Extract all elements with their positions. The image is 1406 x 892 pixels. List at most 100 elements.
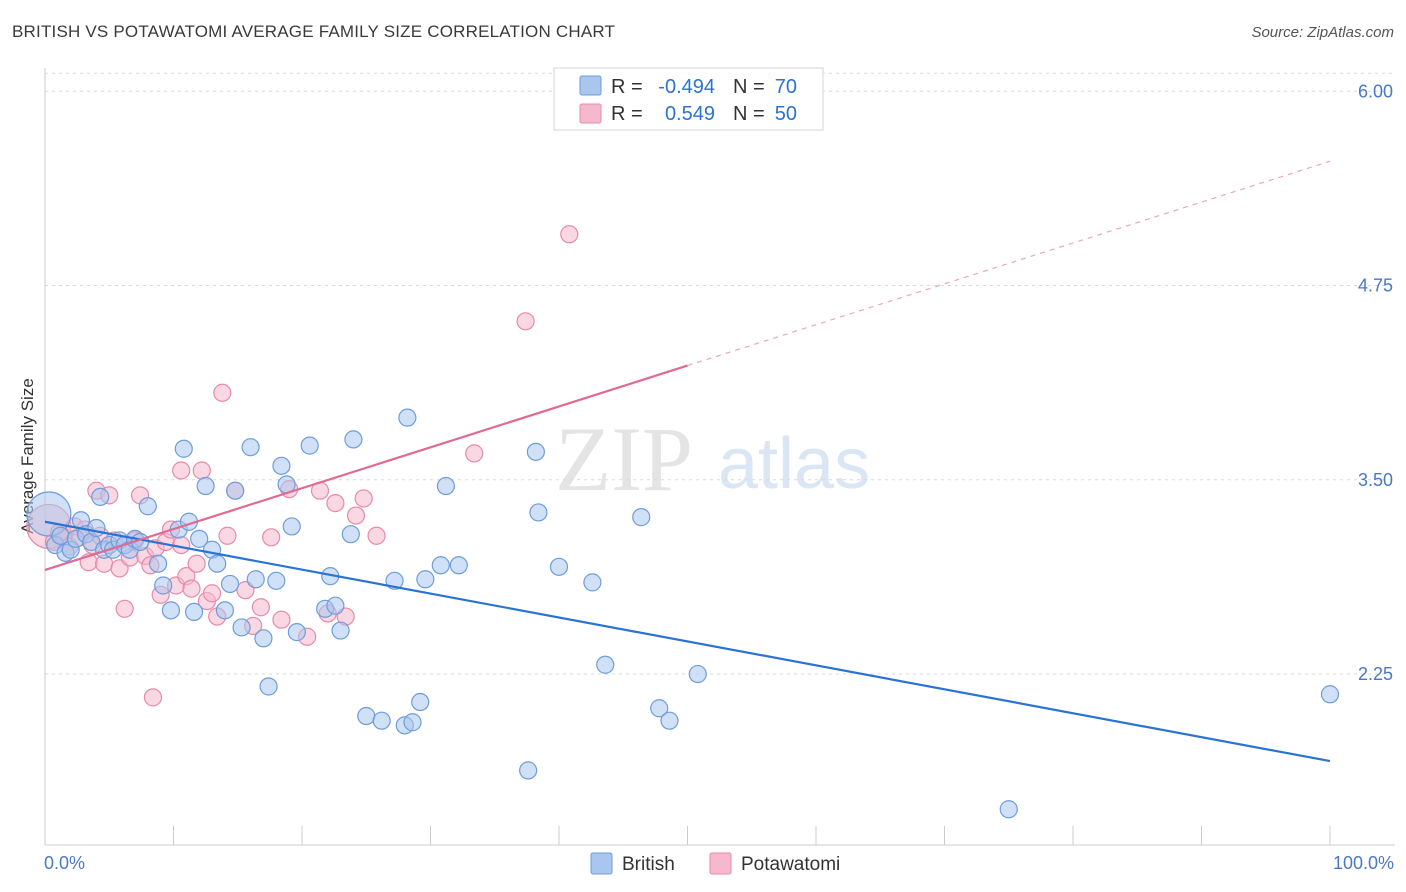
potawatomi-point-36 — [218, 526, 237, 545]
british-point-40 — [272, 456, 291, 475]
potawatomi-point-40 — [251, 598, 270, 617]
bottom-legend-swatch-british — [590, 852, 613, 875]
legend-n-value-british: 70 — [775, 76, 797, 98]
british-point-62 — [526, 442, 545, 461]
legend-r-value-potawatomi: 0.549 — [665, 103, 715, 125]
y-axis-title: Average Family Size — [18, 378, 37, 534]
british-point-54 — [398, 408, 417, 427]
british-point-73 — [1320, 685, 1340, 704]
british-point-66 — [583, 573, 602, 592]
potawatomi-point-42 — [272, 610, 291, 629]
bottom-legend-label-british: British — [622, 854, 675, 875]
legend-n-label-potawatomi: N = — [733, 103, 765, 125]
british-point-22 — [161, 601, 181, 620]
potawatomi-point-29 — [182, 579, 201, 598]
potawatomi-point-56 — [172, 461, 191, 480]
british-point-34 — [232, 618, 251, 637]
british-point-19 — [138, 497, 157, 516]
british-point-2 — [51, 526, 70, 545]
potawatomi-trend-line-extension — [687, 160, 1331, 367]
potawatomi-point-53 — [516, 312, 535, 331]
british-point-60 — [436, 476, 456, 496]
potawatomi-point-52 — [465, 444, 484, 463]
british-point-48 — [331, 621, 350, 640]
y-axis-tick-labels: 2.25 3.50 4.75 6.00 — [1358, 81, 1393, 684]
y-tick-label-1: 3.50 — [1358, 470, 1393, 490]
watermark: ZIP atlas — [555, 408, 870, 510]
legend-r-label-potawatomi: R = — [611, 103, 643, 125]
potawatomi-point-49 — [346, 506, 366, 525]
british-point-50 — [344, 430, 363, 449]
british-point-31 — [215, 601, 234, 620]
british-point-26 — [184, 602, 204, 622]
british-point-52 — [372, 711, 391, 730]
potawatomi-point-30 — [187, 554, 206, 573]
british-point-21 — [154, 576, 173, 595]
potawatomi-point-47 — [326, 494, 345, 513]
british-point-44 — [300, 436, 319, 455]
british-point-59 — [431, 556, 450, 575]
british-point-61 — [449, 556, 468, 575]
legend-swatch-potawatomi — [579, 103, 602, 124]
potawatomi-point-41 — [262, 528, 281, 547]
british-point-72 — [999, 800, 1018, 819]
british-point-32 — [220, 574, 240, 594]
british-point-39 — [267, 571, 286, 590]
british-point-57 — [411, 692, 430, 712]
bottom-legend-label-potawatomi: Potawatomi — [741, 854, 840, 875]
legend-r-value-british: -0.494 — [658, 76, 715, 98]
potawatomi-point-16 — [115, 599, 134, 618]
british-point-42 — [282, 517, 301, 536]
british-point-47 — [326, 596, 345, 615]
british-point-10 — [91, 487, 110, 507]
series-legend: British Potawatomi — [590, 852, 840, 875]
watermark-zip: ZIP — [555, 408, 693, 510]
potawatomi-point-33 — [202, 584, 222, 603]
british-point-33 — [226, 481, 245, 500]
british-point-70 — [660, 711, 679, 730]
british-point-56 — [403, 713, 422, 732]
legend-n-value-potawatomi: 50 — [775, 103, 797, 125]
bottom-legend-swatch-potawatomi — [709, 852, 732, 875]
potawatomi-point-31 — [192, 461, 211, 480]
british-point-35 — [241, 438, 260, 457]
british-point-28 — [196, 476, 215, 496]
british-point-69 — [650, 699, 669, 718]
x-tick-label-min: 0.0% — [44, 853, 85, 873]
potawatomi-trend-line — [44, 364, 688, 571]
british-point-63 — [529, 503, 548, 522]
chart-source: Source: ZipAtlas.com — [1251, 24, 1394, 41]
british-point-51 — [357, 706, 376, 726]
potawatomi-point-55 — [143, 688, 163, 707]
y-tick-label-2: 4.75 — [1358, 276, 1393, 296]
british-point-43 — [287, 623, 306, 642]
british-point-64 — [519, 761, 538, 780]
british-point-65 — [549, 557, 569, 576]
x-axis-ticks — [44, 826, 1331, 845]
y-tick-label-0: 2.25 — [1358, 664, 1393, 684]
potawatomi-point-54 — [560, 225, 579, 244]
british-point-49 — [341, 525, 360, 544]
potawatomi-point-50 — [354, 489, 373, 508]
british-point-58 — [416, 570, 435, 589]
british-point-30 — [208, 554, 227, 573]
correlation-legend: R = -0.494 N = 70 R = 0.549 N = 50 — [553, 67, 824, 131]
british-point-38 — [259, 677, 278, 696]
british-point-67 — [596, 655, 615, 674]
british-point-9 — [87, 518, 106, 538]
potawatomi-point-51 — [367, 526, 386, 545]
british-point-71 — [688, 664, 707, 684]
british-point-37 — [254, 629, 273, 648]
british-trend-line — [44, 520, 1331, 763]
british-point-68 — [632, 508, 651, 527]
x-tick-label-max: 100.0% — [1333, 853, 1394, 873]
british-point-27 — [190, 529, 209, 548]
british-point-24 — [174, 439, 193, 458]
legend-swatch-british — [579, 75, 602, 96]
legend-r-label-british: R = — [611, 76, 643, 98]
british-point-20 — [148, 554, 168, 573]
y-tick-label-3: 6.00 — [1358, 81, 1393, 101]
axes — [44, 68, 1395, 846]
british-point-36 — [246, 570, 265, 589]
